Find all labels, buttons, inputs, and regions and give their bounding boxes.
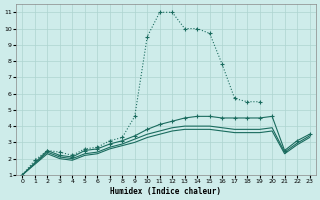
- X-axis label: Humidex (Indice chaleur): Humidex (Indice chaleur): [110, 187, 221, 196]
